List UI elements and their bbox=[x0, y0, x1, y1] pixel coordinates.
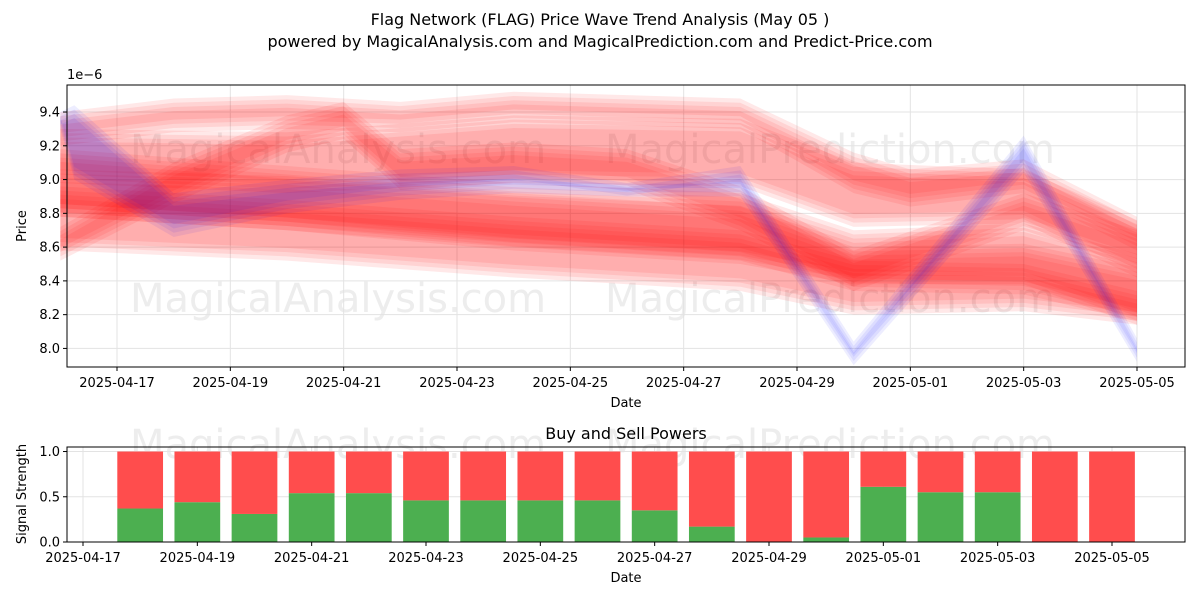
red-wave-band bbox=[60, 198, 1137, 309]
powers-y-axis-label: Signal Strength bbox=[15, 444, 30, 544]
buy-power-bar bbox=[345, 493, 392, 542]
watermark-text: MagicalAnalysis.com bbox=[130, 127, 546, 173]
buy-power-bar bbox=[688, 526, 735, 542]
price-plot-frame bbox=[66, 84, 1186, 368]
price-xtick-label: 2025-04-27 bbox=[646, 376, 722, 391]
sell-power-bar bbox=[403, 451, 449, 501]
buy-power-bar bbox=[574, 500, 621, 542]
sell-power-bar bbox=[117, 451, 164, 509]
red-wave-band bbox=[60, 182, 1137, 313]
red-wave-band bbox=[60, 177, 1137, 317]
buy-power-bar bbox=[403, 500, 449, 542]
red-wave-band bbox=[60, 161, 1137, 313]
powers-ytick-label: 0.0 bbox=[39, 536, 60, 551]
watermark-text: MagicalPrediction.com bbox=[605, 127, 1055, 173]
sell-power-bar bbox=[688, 451, 735, 527]
red-wave-band bbox=[60, 104, 1137, 238]
powers-xtick-label: 2025-05-03 bbox=[960, 551, 1036, 566]
red-wave-band bbox=[60, 153, 1137, 321]
red-wave-band bbox=[60, 173, 1137, 321]
buy-power-bar bbox=[917, 492, 964, 542]
chart-subtitle: powered by MagicalAnalysis.com and Magic… bbox=[267, 32, 933, 51]
powers-xtick-label: 2025-04-25 bbox=[503, 551, 579, 566]
buy-power-bar bbox=[231, 513, 278, 542]
sell-power-bar bbox=[517, 451, 564, 501]
buy-power-bar bbox=[288, 493, 335, 542]
buy-power-bar bbox=[460, 500, 507, 542]
sell-power-bar bbox=[574, 451, 621, 501]
price-x-axis-label: Date bbox=[610, 396, 641, 411]
red-wave-band bbox=[60, 149, 1137, 325]
powers-xtick-label: 2025-04-27 bbox=[617, 551, 693, 566]
red-wave-band bbox=[60, 91, 1137, 251]
red-wave-band bbox=[60, 186, 1137, 322]
price-xtick-label: 2025-05-03 bbox=[986, 376, 1062, 391]
price-ytick-label: 8.6 bbox=[39, 241, 60, 256]
red-wave-band bbox=[60, 123, 1137, 270]
red-wave-band bbox=[60, 169, 1137, 325]
red-wave-band bbox=[60, 190, 1137, 318]
red-wave-band bbox=[60, 128, 1137, 265]
sell-power-bar bbox=[1031, 451, 1078, 542]
sell-power-bar bbox=[345, 451, 392, 494]
powers-xtick-label: 2025-05-05 bbox=[1074, 551, 1150, 566]
powers-xtick-label: 2025-04-21 bbox=[274, 551, 350, 566]
price-ytick-label: 9.0 bbox=[39, 173, 60, 188]
sell-power-bar bbox=[174, 451, 221, 503]
price-xtick-label: 2025-05-05 bbox=[1099, 376, 1175, 391]
price-ytick-label: 9.4 bbox=[39, 106, 60, 121]
buy-power-bar bbox=[974, 492, 1021, 542]
buy-power-bar bbox=[860, 486, 907, 542]
red-wave-band bbox=[60, 157, 1137, 317]
powers-chart-title: Buy and Sell Powers bbox=[545, 424, 707, 443]
buy-power-bar bbox=[631, 510, 678, 542]
price-ytick-label: 9.2 bbox=[39, 139, 60, 154]
powers-x-axis-label: Date bbox=[610, 571, 641, 586]
sell-power-bar bbox=[803, 451, 850, 538]
sell-power-bar bbox=[917, 451, 964, 493]
powers-xtick-label: 2025-04-29 bbox=[731, 551, 807, 566]
powers-xtick-label: 2025-04-17 bbox=[45, 551, 121, 566]
price-xtick-label: 2025-04-25 bbox=[533, 376, 609, 391]
price-xtick-label: 2025-05-01 bbox=[873, 376, 949, 391]
powers-xtick-label: 2025-05-01 bbox=[846, 551, 922, 566]
chart-title: Flag Network (FLAG) Price Wave Trend Ana… bbox=[370, 10, 830, 29]
sell-power-bar bbox=[1089, 451, 1135, 542]
powers-ytick-label: 1.0 bbox=[39, 445, 60, 460]
red-wave-band bbox=[60, 100, 1137, 243]
sell-power-bar bbox=[460, 451, 507, 501]
red-wave-band bbox=[60, 95, 1137, 247]
price-xtick-label: 2025-04-23 bbox=[419, 376, 495, 391]
powers-xtick-label: 2025-04-23 bbox=[388, 551, 464, 566]
price-xtick-label: 2025-04-19 bbox=[193, 376, 269, 391]
price-ytick-label: 8.4 bbox=[39, 274, 60, 289]
powers-ytick-label: 0.5 bbox=[39, 490, 60, 505]
price-xtick-label: 2025-04-17 bbox=[79, 376, 155, 391]
buy-power-bar bbox=[803, 537, 850, 542]
buy-power-bar bbox=[117, 508, 164, 542]
y-scale-label: 1e−6 bbox=[67, 68, 102, 83]
price-xtick-label: 2025-04-21 bbox=[306, 376, 382, 391]
red-wave-band bbox=[60, 115, 1137, 278]
sell-power-bar bbox=[631, 451, 678, 511]
red-wave-band bbox=[60, 194, 1137, 313]
buy-power-bar bbox=[174, 502, 221, 542]
red-wave-band bbox=[60, 119, 1137, 274]
sell-power-bar bbox=[746, 451, 792, 542]
powers-xtick-label: 2025-04-19 bbox=[160, 551, 236, 566]
sell-power-bar bbox=[231, 451, 278, 514]
sell-power-bar bbox=[860, 451, 907, 487]
price-ytick-label: 8.0 bbox=[39, 342, 60, 357]
buy-power-bar bbox=[517, 500, 564, 542]
sell-power-bar bbox=[288, 451, 335, 494]
price-y-axis-label: Price bbox=[15, 210, 30, 242]
price-xtick-label: 2025-04-29 bbox=[759, 376, 835, 391]
powers-plot-frame bbox=[66, 446, 1186, 543]
price-ytick-label: 8.8 bbox=[39, 207, 60, 222]
price-ytick-label: 8.2 bbox=[39, 308, 60, 323]
sell-power-bar bbox=[974, 451, 1021, 493]
